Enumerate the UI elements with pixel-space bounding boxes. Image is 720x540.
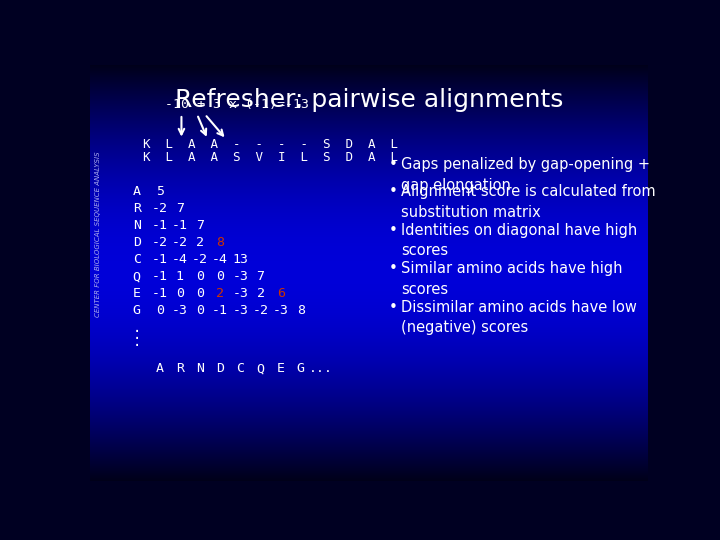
Text: 8: 8 [297, 304, 305, 317]
Text: •: • [388, 184, 397, 199]
Text: E: E [132, 287, 140, 300]
Text: CENTER FOR BIOLOGICAL SEQUENCE ANALYSIS: CENTER FOR BIOLOGICAL SEQUENCE ANALYSIS [95, 151, 101, 317]
Text: -3: -3 [233, 304, 248, 317]
Text: 1: 1 [176, 270, 184, 283]
Text: A: A [132, 185, 140, 198]
Text: -4: -4 [172, 253, 188, 266]
Text: 6: 6 [276, 287, 284, 300]
Text: -1: -1 [152, 253, 168, 266]
Text: 0: 0 [196, 287, 204, 300]
Text: •: • [388, 157, 397, 172]
Text: -2: -2 [152, 236, 168, 249]
Text: 7: 7 [256, 270, 264, 283]
Text: 2: 2 [256, 287, 264, 300]
Text: 0: 0 [216, 270, 224, 283]
Text: 7: 7 [176, 202, 184, 215]
Text: •: • [388, 300, 397, 315]
Text: C: C [132, 253, 140, 266]
Text: -1: -1 [152, 287, 168, 300]
Text: Q: Q [256, 362, 264, 375]
Text: -1: -1 [172, 219, 188, 232]
Text: 13: 13 [233, 253, 248, 266]
Text: •: • [388, 261, 397, 276]
Text: ...: ... [309, 362, 333, 375]
Text: A: A [156, 362, 163, 375]
Text: Similar amino acids have high
scores: Similar amino acids have high scores [401, 261, 622, 296]
Text: C: C [236, 362, 244, 375]
Text: R: R [176, 362, 184, 375]
Text: Q: Q [132, 270, 140, 283]
Text: 2: 2 [196, 236, 204, 249]
Text: -3: -3 [273, 304, 289, 317]
Text: -4: -4 [212, 253, 228, 266]
Text: -2: -2 [253, 304, 269, 317]
Text: •: • [388, 222, 397, 238]
Text: -2: -2 [192, 253, 208, 266]
Text: .: . [132, 321, 141, 335]
Text: 7: 7 [196, 219, 204, 232]
Text: -3: -3 [233, 270, 248, 283]
Text: -1: -1 [152, 270, 168, 283]
Text: N: N [132, 219, 140, 232]
Text: 8: 8 [216, 236, 224, 249]
Text: R: R [132, 202, 140, 215]
Text: Identities on diagonal have high
scores: Identities on diagonal have high scores [401, 222, 637, 258]
Text: -10 + 3 x (-1)=-13: -10 + 3 x (-1)=-13 [165, 98, 309, 111]
Text: Refresher: pairwise alignments: Refresher: pairwise alignments [175, 88, 563, 112]
Text: -1: -1 [212, 304, 228, 317]
Text: 0: 0 [196, 304, 204, 317]
Text: -1: -1 [152, 219, 168, 232]
Text: .: . [132, 335, 141, 349]
Text: Alignment score is calculated from
substitution matrix: Alignment score is calculated from subst… [401, 184, 655, 220]
Text: K  L  A  A  S  V  I  L  S  D  A  L: K L A A S V I L S D A L [143, 151, 397, 164]
Text: -2: -2 [152, 202, 168, 215]
Text: 0: 0 [156, 304, 163, 317]
Text: .: . [132, 328, 141, 342]
Text: 0: 0 [196, 270, 204, 283]
Text: 5: 5 [156, 185, 163, 198]
Text: Dissimilar amino acids have low
(negative) scores: Dissimilar amino acids have low (negativ… [401, 300, 636, 335]
Text: E: E [276, 362, 284, 375]
Text: Gaps penalized by gap-opening +
gap elongation: Gaps penalized by gap-opening + gap elon… [401, 157, 649, 193]
Text: -3: -3 [233, 287, 248, 300]
Text: N: N [196, 362, 204, 375]
Text: D: D [216, 362, 224, 375]
Text: -3: -3 [172, 304, 188, 317]
Text: K  L  A  A  -  -  -  -  S  D  A  L: K L A A - - - - S D A L [143, 138, 397, 151]
Text: 0: 0 [176, 287, 184, 300]
Text: D: D [132, 236, 140, 249]
Text: G: G [132, 304, 140, 317]
Text: 2: 2 [216, 287, 224, 300]
Text: -2: -2 [172, 236, 188, 249]
Text: G: G [297, 362, 305, 375]
